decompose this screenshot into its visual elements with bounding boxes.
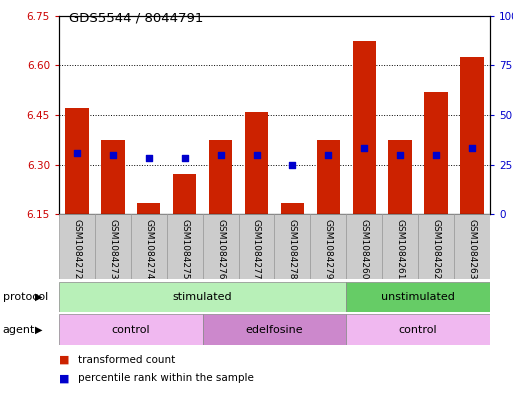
Point bbox=[109, 152, 117, 158]
Text: edelfosine: edelfosine bbox=[246, 325, 303, 335]
Bar bbox=[209, 140, 232, 214]
Point bbox=[145, 155, 153, 161]
Text: GSM1084275: GSM1084275 bbox=[180, 219, 189, 280]
Text: agent: agent bbox=[3, 325, 35, 335]
Bar bbox=[95, 214, 131, 279]
Bar bbox=[346, 282, 490, 312]
Text: GSM1084279: GSM1084279 bbox=[324, 219, 333, 280]
Bar bbox=[317, 140, 340, 214]
Bar bbox=[352, 40, 376, 214]
Text: GSM1084273: GSM1084273 bbox=[108, 219, 117, 280]
Point bbox=[252, 152, 261, 158]
Bar bbox=[101, 140, 125, 214]
Point bbox=[396, 152, 404, 158]
Text: control: control bbox=[111, 325, 150, 335]
Bar bbox=[59, 214, 95, 279]
Bar bbox=[131, 214, 167, 279]
Bar bbox=[203, 214, 239, 279]
Bar bbox=[245, 112, 268, 214]
Point bbox=[360, 145, 368, 151]
Bar bbox=[388, 140, 412, 214]
Point bbox=[324, 152, 332, 158]
Text: GSM1084278: GSM1084278 bbox=[288, 219, 297, 280]
Bar bbox=[418, 214, 454, 279]
Text: GDS5544 / 8044791: GDS5544 / 8044791 bbox=[69, 12, 204, 25]
Bar bbox=[239, 214, 274, 279]
Text: GSM1084262: GSM1084262 bbox=[431, 219, 441, 280]
Point bbox=[288, 162, 297, 168]
Text: ▶: ▶ bbox=[35, 292, 43, 302]
Text: stimulated: stimulated bbox=[173, 292, 232, 302]
Text: GSM1084276: GSM1084276 bbox=[216, 219, 225, 280]
Bar bbox=[203, 314, 346, 345]
Text: ▶: ▶ bbox=[35, 325, 43, 335]
Text: GSM1084272: GSM1084272 bbox=[72, 219, 82, 280]
Bar bbox=[281, 203, 304, 214]
Bar bbox=[167, 214, 203, 279]
Point bbox=[73, 150, 81, 156]
Bar bbox=[382, 214, 418, 279]
Bar bbox=[460, 57, 484, 214]
Text: unstimulated: unstimulated bbox=[381, 292, 455, 302]
Bar bbox=[346, 214, 382, 279]
Text: GSM1084263: GSM1084263 bbox=[467, 219, 477, 280]
Text: control: control bbox=[399, 325, 438, 335]
Text: GSM1084277: GSM1084277 bbox=[252, 219, 261, 280]
Text: percentile rank within the sample: percentile rank within the sample bbox=[78, 373, 254, 384]
Point bbox=[432, 152, 440, 158]
Bar bbox=[59, 282, 346, 312]
Bar bbox=[173, 174, 196, 214]
Bar bbox=[310, 214, 346, 279]
Point bbox=[181, 155, 189, 161]
Bar bbox=[274, 214, 310, 279]
Text: GSM1084260: GSM1084260 bbox=[360, 219, 369, 280]
Bar bbox=[137, 203, 161, 214]
Bar bbox=[65, 108, 89, 214]
Text: GSM1084274: GSM1084274 bbox=[144, 219, 153, 280]
Bar bbox=[424, 92, 448, 214]
Text: ■: ■ bbox=[59, 373, 69, 384]
Point bbox=[468, 145, 476, 151]
Bar bbox=[454, 214, 490, 279]
Text: protocol: protocol bbox=[3, 292, 48, 302]
Bar bbox=[59, 314, 203, 345]
Text: ■: ■ bbox=[59, 354, 69, 365]
Text: GSM1084261: GSM1084261 bbox=[396, 219, 405, 280]
Text: transformed count: transformed count bbox=[78, 354, 176, 365]
Bar bbox=[346, 314, 490, 345]
Point bbox=[216, 152, 225, 158]
